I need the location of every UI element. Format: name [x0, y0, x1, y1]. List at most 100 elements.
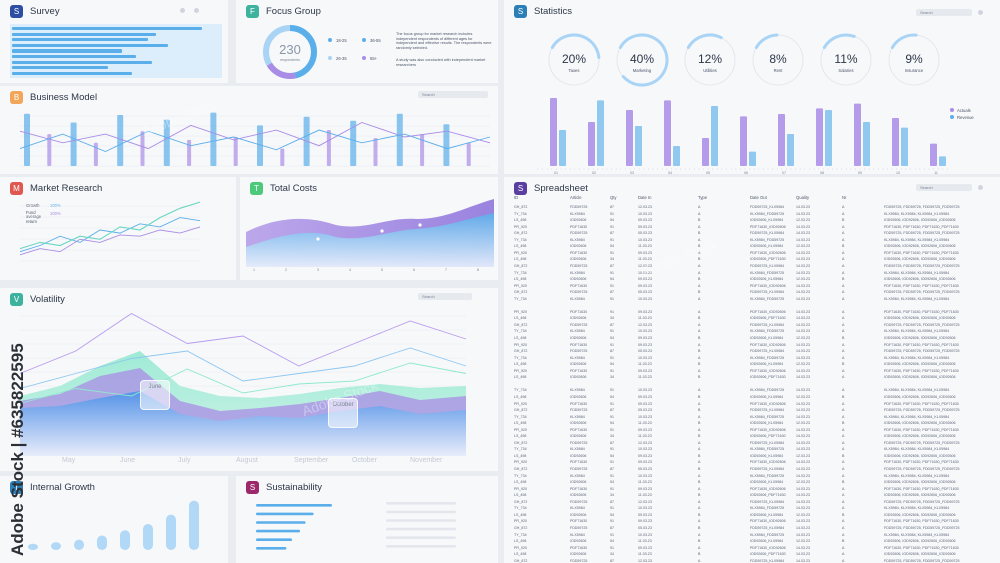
- table-cell: 14.03.23: [796, 467, 810, 471]
- table-row[interactable]: GH_872 FDD59725 87 05.03.23 B FDD59725_KLX598…: [504, 348, 1000, 354]
- table-cell: 14.03.23: [796, 322, 810, 327]
- table-row[interactable]: TY_734 KLX5984 91 10.03.23 A KLX5984_FDD59725…: [504, 473, 1000, 479]
- table-row[interactable]: PR_920 PDF71630 91 09.03.23 A PDF71630_IOD926…: [504, 486, 1000, 492]
- table-cell: KLX5984, KLX5984, KLX5984_KLX5984: [884, 447, 950, 452]
- table-row[interactable]: PR_920 PDF71630 91 09.03.23 A PDF71630_IOD926…: [504, 427, 1000, 433]
- table-row[interactable]: LS_498 IOD92606 54 09.03.23 B IOD92606_KLX598…: [504, 217, 1000, 223]
- volatility-search-input[interactable]: Search: [418, 293, 472, 300]
- spreadsheet-header-cell[interactable]: ID: [514, 195, 519, 200]
- table-row[interactable]: PR_920 PDF71630 91 09.03.23 A PDF71630_IOD926…: [504, 309, 1000, 315]
- table-row[interactable]: LS_498 IOD92606 54 11.03.23 B IOD92606_KLX598…: [504, 243, 1000, 249]
- table-cell: B: [842, 362, 845, 367]
- table-row[interactable]: TY_734 KLX5984 91 10.03.23 A KLX5984_FDD59725…: [504, 387, 1000, 393]
- table-row[interactable]: PR_920 PDF71630 91 09.03.23 A PDF71630_IOD926…: [504, 400, 1000, 407]
- table-row[interactable]: GH_872 FDD59725 87 12.03.23 A FDD59725_KLX598…: [504, 204, 1000, 210]
- table-row[interactable]: TY_734 KLX5984 91 10.03.23 A KLX5984_FDD59725…: [504, 532, 1000, 538]
- table-cell: A: [842, 309, 845, 314]
- table-cell: IOD92606, IOD92606, IOD92606_IOD92606: [884, 375, 956, 380]
- stat-x-label: 08: [820, 171, 824, 174]
- table-row[interactable]: LS_498 IOD92606 54 09.03.23 B IOD92606_KLX598…: [504, 511, 1000, 518]
- table-row[interactable]: GH_872 FDD59725 87 12.03.23 A FDD59725_KLX598…: [504, 558, 1000, 563]
- table-row[interactable]: PR_920 PDF71630 91 09.03.23 A PDF71630_IOD926…: [504, 545, 1000, 551]
- table-cell: IOD92606_KLX5984: [750, 336, 784, 340]
- table-row[interactable]: PR_920 PDF71630 91 09.03.23 A PDF71630_IOD926…: [504, 459, 1000, 465]
- stat-ring-value: 8%: [769, 52, 787, 66]
- table-row[interactable]: TY_734 KLX5984 91 10.03.23 A KLX5984_FDD59725…: [504, 505, 1000, 511]
- table-row[interactable]: PR_920 PDF71630 91 09.03.23 A PDF71630_IOD926…: [504, 368, 1000, 374]
- spreadsheet-header-cell[interactable]: Type: [698, 195, 708, 200]
- stat-bar-revenue: [635, 126, 642, 166]
- menu-icon[interactable]: [978, 185, 983, 190]
- table-row[interactable]: GH_872 FDD59725 87 05.03.23 B FDD59725_KLX598…: [504, 525, 1000, 531]
- table-row[interactable]: TY_734 KLX5984 91 10.03.23 A KLX5984_FDD59725…: [504, 211, 1000, 217]
- spreadsheet-search-input[interactable]: Search: [916, 184, 972, 191]
- table-cell: B: [842, 244, 845, 249]
- table-row[interactable]: TY_734 KLX5984 91 10.03.23 A KLX5984_FDD59725…: [504, 446, 1000, 452]
- table-cell: B: [698, 218, 701, 223]
- table-row[interactable]: GH_872 FDD59725 87 12.03.23 A FDD59725_KLX598…: [504, 263, 1000, 269]
- october-card[interactable]: October: [328, 398, 358, 428]
- table-cell: FDD59725: [570, 408, 588, 413]
- table-row[interactable]: LS_498 IOD92606 34 11.03.23 B IOD92606_PDF716…: [504, 492, 1000, 498]
- table-row[interactable]: TY_734 KLX5984 91 10.03.23 A KLX5984_FDD59725…: [504, 237, 1000, 243]
- settings-icon[interactable]: [180, 8, 185, 13]
- table-cell: 14.03.23: [796, 558, 810, 563]
- table-row[interactable]: TY_734 KLX5984 91 10.03.23 A KLX5984_FDD59725…: [504, 328, 1000, 334]
- table-row[interactable]: GH_872 FDD59725 87 12.03.23 A FDD59725_KLX598…: [504, 440, 1000, 446]
- table-row[interactable]: LS_498 IOD92606 54 09.03.23 B IOD92606_KLX598…: [504, 394, 1000, 400]
- table-row[interactable]: PR_920 PDF71630 91 09.03.23 A PDF71630_IOD926…: [504, 283, 1000, 289]
- table-row[interactable]: LS_498 IOD92606 54 11.03.23 B IOD92606_KLX598…: [504, 479, 1000, 485]
- table-row[interactable]: TY_734 KLX5984 91 10.03.23 A KLX5984_FDD59725…: [504, 296, 1000, 302]
- share-icon[interactable]: [194, 8, 199, 13]
- table-row[interactable]: TY_734 KLX5984 91 10.03.23 A KLX5984_FDD59725…: [504, 355, 1000, 361]
- stat-bar-actual: [740, 116, 747, 166]
- table-row[interactable]: LS_498 IOD92606 34 11.03.23 B IOD92606_PDF716…: [504, 256, 1000, 263]
- business-line-1: [19, 122, 491, 150]
- spreadsheet-header-cell[interactable]: Nr: [842, 195, 847, 200]
- spreadsheet-header-cell[interactable]: Qty: [610, 195, 617, 200]
- business-search-input[interactable]: Search: [418, 91, 488, 98]
- spreadsheet-header-cell[interactable]: Date In: [638, 195, 652, 200]
- table-row[interactable]: GH_872 FDD59725 87 12.03.23 A FDD59725_KLX598…: [504, 322, 1000, 328]
- table-row[interactable]: LS_498 IOD92606 34 11.03.23 B IOD92606_PDF716…: [504, 433, 1000, 439]
- table-cell: 14.03.23: [796, 545, 810, 550]
- spreadsheet-header-cell[interactable]: Date Out: [750, 195, 767, 200]
- table-row[interactable]: LS_498 IOD92606 34 11.03.23 B IOD92606_PDF716…: [504, 374, 1000, 380]
- sustain-title: Sustainability: [266, 481, 322, 493]
- table-row[interactable]: GH_872 FDD59725 87 05.03.23 B FDD59725_KLX598…: [504, 289, 1000, 295]
- table-row[interactable]: TY_734 KLX5984 91 10.03.23 A KLX5984_FDD59725…: [504, 414, 1000, 420]
- table-row[interactable]: LS_498 IOD92606 54 11.03.23 B IOD92606_KLX598…: [504, 420, 1000, 426]
- table-row[interactable]: LS_498 IOD92606 54 09.03.23 B IOD92606_KLX598…: [504, 453, 1000, 459]
- stat-bar-revenue: [559, 130, 566, 166]
- menu-icon[interactable]: [978, 10, 983, 15]
- table-row[interactable]: LS_498 IOD92606 34 11.03.23 B IOD92606_PDF716…: [504, 315, 1000, 321]
- table-row[interactable]: LS_498 IOD92606 54 11.03.23 B IOD92606_KLX598…: [504, 538, 1000, 544]
- table-cell: PDF71630: [570, 545, 588, 550]
- table-row[interactable]: PR_920 PDF71630 91 09.03.23 A PDF71630_IOD926…: [504, 518, 1000, 524]
- table-cell: PR_920: [514, 545, 527, 550]
- statistics-search-input[interactable]: Search: [916, 9, 972, 16]
- table-cell: 91: [610, 460, 614, 465]
- table-row[interactable]: LS_498 IOD92606 54 11.03.23 B IOD92606_KLX598…: [504, 361, 1000, 367]
- table-cell: KLX5984, KLX5984, KLX5984_KLX5984: [884, 532, 950, 537]
- table-row[interactable]: GH_872 FDD59725 87 05.03.23 B FDD59725_KLX598…: [504, 230, 1000, 236]
- table-cell: 09.03.23: [638, 277, 652, 282]
- table-row[interactable]: LS_498 IOD92606 34 11.03.23 B IOD92606_PDF716…: [504, 551, 1000, 557]
- table-row[interactable]: PR_920 PDF71630 91 09.03.23 A PDF71630_IOD926…: [504, 224, 1000, 230]
- table-row[interactable]: GH_872 FDD59725 87 05.03.23 B FDD59725_KLX598…: [504, 407, 1000, 413]
- table-row[interactable]: GH_872 FDD59725 87 12.03.23 A FDD59725_KLX598…: [504, 499, 1000, 505]
- table-cell: A: [842, 290, 845, 295]
- spreadsheet-header-cell[interactable]: Article: [570, 195, 582, 200]
- june-card[interactable]: June: [140, 380, 170, 410]
- table-row[interactable]: PR_920 PDF71630 91 09.03.23 A PDF71630_IOD926…: [504, 250, 1000, 256]
- table-row[interactable]: LS_498 IOD92606 54 09.03.23 B IOD92606_KLX598…: [504, 276, 1000, 282]
- table-cell: 14.03.23: [796, 460, 810, 465]
- table-row[interactable]: PR_920 PDF71630 91 09.03.23 A PDF71630_IOD926…: [504, 342, 1000, 348]
- table-row[interactable]: LS_498 IOD92606 54 09.03.23 B IOD92606_KLX598…: [504, 335, 1000, 341]
- table-cell: 05.03.23: [638, 290, 652, 295]
- table-row[interactable]: GH_872 FDD59725 87 05.03.23 B FDD59725_KLX598…: [504, 466, 1000, 472]
- spreadsheet-header-cell[interactable]: Quality: [796, 195, 810, 200]
- table-cell: 34: [610, 493, 614, 498]
- table-cell: FDD59725_KLX5984: [750, 440, 785, 445]
- table-row[interactable]: TY_734 KLX5984 91 10.03.23 A KLX5984_FDD59725…: [504, 270, 1000, 276]
